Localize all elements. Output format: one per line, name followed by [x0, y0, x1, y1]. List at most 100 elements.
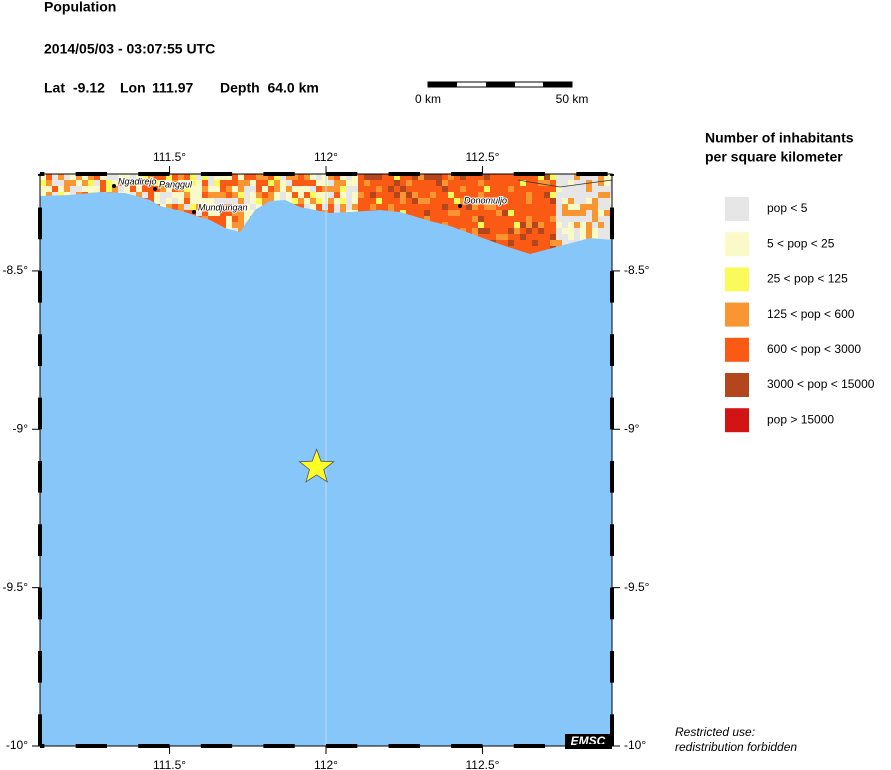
- pop-cell: [526, 204, 532, 210]
- pop-cell: [322, 186, 328, 192]
- pop-cell: [136, 186, 142, 192]
- pop-cell: [388, 186, 394, 192]
- pop-cell: [592, 222, 598, 228]
- pop-cell: [562, 240, 568, 246]
- pop-cell: [544, 174, 550, 180]
- frame-seg: [610, 714, 614, 746]
- pop-cell: [508, 198, 514, 204]
- pop-cell: [88, 186, 94, 192]
- pop-cell: [418, 180, 424, 186]
- pop-cell: [514, 228, 520, 234]
- pop-cell: [358, 180, 364, 186]
- pop-cell: [586, 198, 592, 204]
- pop-cell: [460, 204, 466, 210]
- pop-cell: [178, 204, 184, 210]
- pop-cell: [448, 204, 454, 210]
- pop-cell: [526, 222, 532, 228]
- pop-cell: [562, 222, 568, 228]
- pop-cell: [454, 192, 460, 198]
- pop-cell: [214, 174, 220, 180]
- pop-cell: [208, 174, 214, 180]
- pop-cell: [214, 180, 220, 186]
- pop-cell: [568, 228, 574, 234]
- pop-cell: [310, 174, 316, 180]
- pop-cell: [574, 198, 580, 204]
- pop-cell: [292, 198, 298, 204]
- pop-cell: [586, 234, 592, 240]
- legend-label: pop < 5: [767, 201, 808, 215]
- pop-cell: [592, 216, 598, 222]
- pop-cell: [232, 198, 238, 204]
- frame-seg: [38, 714, 42, 746]
- pop-cell: [226, 198, 232, 204]
- pop-cell: [310, 180, 316, 186]
- pop-cell: [508, 234, 514, 240]
- pop-cell: [544, 210, 550, 216]
- pop-cell: [526, 240, 532, 246]
- pop-cell: [400, 192, 406, 198]
- pop-cell: [160, 192, 166, 198]
- pop-cell: [520, 186, 526, 192]
- pop-cell: [442, 192, 448, 198]
- pop-cell: [532, 186, 538, 192]
- pop-cell: [484, 180, 490, 186]
- pop-cell: [244, 210, 250, 216]
- pop-cell: [472, 198, 478, 204]
- pop-cell: [502, 174, 508, 180]
- pop-cell: [106, 186, 112, 192]
- pop-cell: [550, 234, 556, 240]
- pop-cell: [418, 210, 424, 216]
- frame-seg: [75, 744, 107, 748]
- pop-cell: [322, 192, 328, 198]
- pop-cell: [310, 192, 316, 198]
- pop-cell: [532, 246, 538, 252]
- pop-cell: [502, 234, 508, 240]
- pop-cell: [310, 198, 316, 204]
- pop-cell: [448, 198, 454, 204]
- pop-cell: [346, 198, 352, 204]
- pop-cell: [538, 210, 544, 216]
- pop-cell: [256, 192, 262, 198]
- frame-seg: [513, 744, 546, 748]
- pop-cell: [508, 222, 514, 228]
- pop-cell: [286, 174, 292, 180]
- pop-cell: [412, 210, 418, 216]
- city-label: Ngadirejo: [118, 176, 157, 186]
- pop-cell: [478, 234, 484, 240]
- pop-cell: [340, 198, 346, 204]
- pop-cell: [244, 204, 250, 210]
- pop-cell: [484, 174, 490, 180]
- pop-cell: [130, 192, 136, 198]
- pop-cell: [436, 180, 442, 186]
- pop-cell: [226, 222, 232, 228]
- pop-cell: [70, 180, 76, 186]
- frame-seg: [263, 172, 295, 176]
- pop-cell: [214, 216, 220, 222]
- pop-cell: [304, 186, 310, 192]
- pop-cell: [82, 186, 88, 192]
- pop-cell: [496, 192, 502, 198]
- pop-cell: [514, 240, 520, 246]
- pop-cell: [316, 180, 322, 186]
- pop-cell: [478, 228, 484, 234]
- pop-cell: [424, 204, 430, 210]
- pop-cell: [172, 174, 178, 180]
- pop-cell: [538, 180, 544, 186]
- pop-cell: [460, 186, 466, 192]
- pop-cell: [370, 180, 376, 186]
- pop-cell: [598, 234, 604, 240]
- pop-cell: [538, 204, 544, 210]
- pop-cell: [568, 210, 574, 216]
- pop-cell: [358, 198, 364, 204]
- pop-cell: [430, 216, 436, 222]
- pop-cell: [100, 174, 106, 180]
- pop-cell: [442, 216, 448, 222]
- pop-cell: [220, 192, 226, 198]
- pop-cell: [484, 186, 490, 192]
- pop-cell: [112, 180, 118, 186]
- pop-cell: [406, 210, 412, 216]
- legend-title: per square kilometer: [705, 149, 843, 165]
- pop-cell: [274, 180, 280, 186]
- pop-cell: [382, 180, 388, 186]
- pop-cell: [370, 192, 376, 198]
